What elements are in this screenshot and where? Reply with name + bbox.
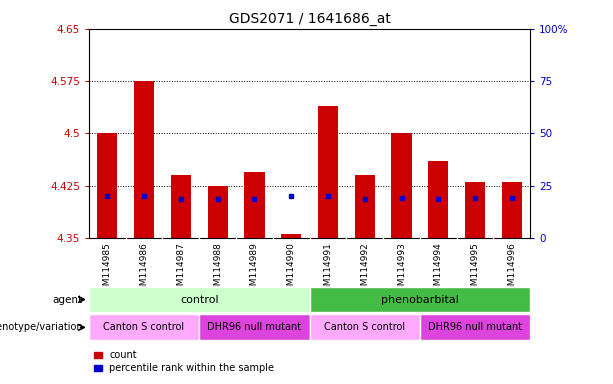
Text: agent: agent [53, 295, 83, 305]
Text: DHR96 null mutant: DHR96 null mutant [207, 322, 302, 333]
Text: GSM114986: GSM114986 [140, 242, 148, 297]
Text: GSM114996: GSM114996 [508, 242, 516, 297]
Bar [465, 182, 485, 238]
Bar [281, 234, 302, 238]
Title: GDS2071 / 1641686_at: GDS2071 / 1641686_at [229, 12, 390, 26]
Text: GSM114992: GSM114992 [360, 242, 369, 297]
Bar [318, 106, 338, 238]
Bar [244, 172, 265, 238]
Text: GSM114993: GSM114993 [397, 242, 406, 297]
Text: Canton S control: Canton S control [324, 322, 405, 333]
Bar [170, 175, 191, 238]
Text: genotype/variation: genotype/variation [0, 322, 83, 333]
Text: control: control [180, 295, 219, 305]
Text: phenobarbital: phenobarbital [381, 295, 459, 305]
Text: Canton S control: Canton S control [104, 322, 185, 333]
Text: GSM114985: GSM114985 [103, 242, 112, 297]
Text: GSM114989: GSM114989 [250, 242, 259, 297]
Text: GSM114994: GSM114994 [434, 242, 443, 297]
Bar [97, 133, 118, 238]
Bar [207, 186, 228, 238]
Bar [420, 314, 530, 340]
Bar [199, 314, 310, 340]
Text: GSM114995: GSM114995 [471, 242, 479, 297]
Legend: count, percentile rank within the sample: count, percentile rank within the sample [94, 351, 274, 373]
Text: GSM114988: GSM114988 [213, 242, 222, 297]
Bar [355, 175, 375, 238]
Text: DHR96 null mutant: DHR96 null mutant [428, 322, 522, 333]
Bar [502, 182, 522, 238]
Bar [310, 287, 530, 312]
Bar [134, 81, 154, 238]
Text: GSM114987: GSM114987 [177, 242, 185, 297]
Bar [89, 314, 199, 340]
Text: GSM114991: GSM114991 [324, 242, 332, 297]
Bar [392, 133, 412, 238]
Text: GSM114990: GSM114990 [287, 242, 295, 297]
Bar [310, 314, 420, 340]
Bar [89, 287, 310, 312]
Bar [428, 161, 449, 238]
